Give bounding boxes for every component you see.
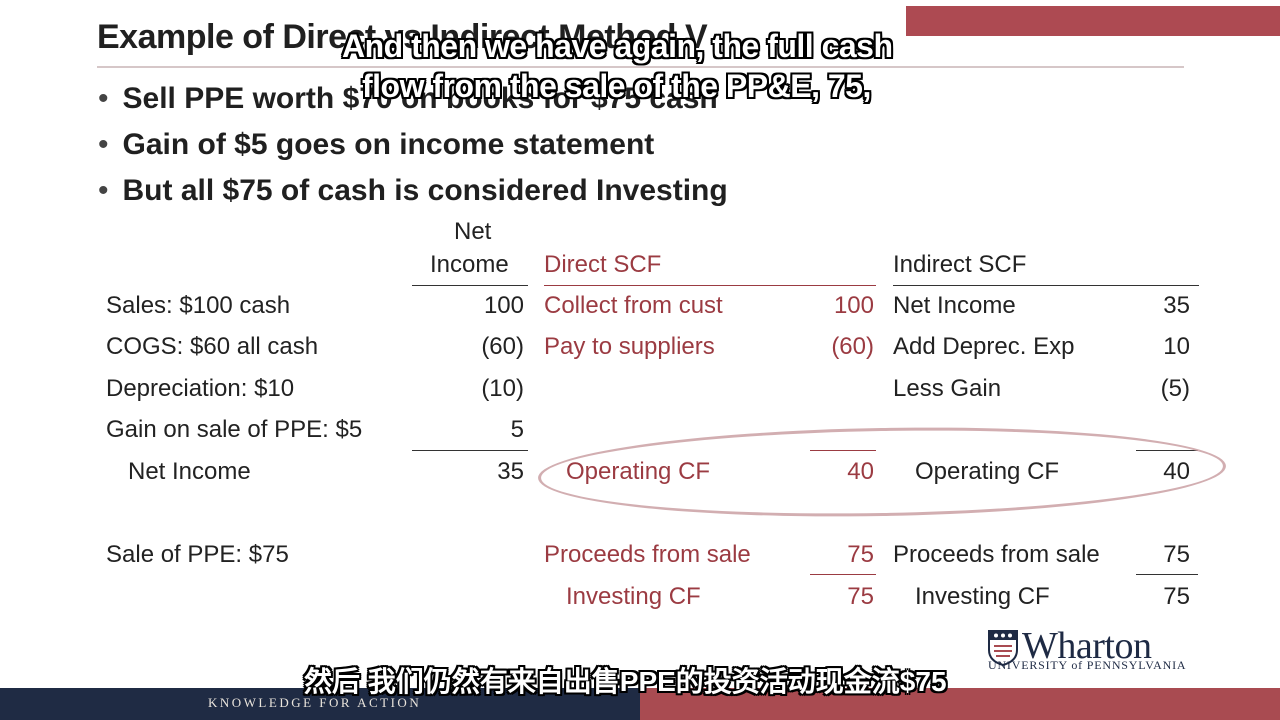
net-income-value: 100 (483, 292, 524, 319)
subtotal-rule-net-income (412, 450, 528, 451)
header-income: Income (430, 251, 509, 278)
title-divider (97, 66, 1184, 68)
subtitle-chinese: 然后 我们仍然有来自出售PPE的投资活动现金流$75 (304, 666, 947, 697)
direct-operating-cf-value: 40 (847, 458, 874, 485)
operating-cf-highlight-oval (537, 422, 1227, 522)
direct-value: (60) (831, 333, 874, 360)
header-net: Net (454, 218, 492, 245)
subtotal-rule-indirect-operating (1136, 450, 1198, 451)
row-label: Net Income (128, 458, 251, 485)
header-rule-indirect (893, 285, 1199, 286)
indirect-item: Proceeds from sale (893, 541, 1100, 568)
row-label: Gain on sale of PPE: $5 (106, 416, 363, 443)
logo-wordmark: Wharton (1022, 625, 1152, 667)
penn-shield-icon (988, 630, 1018, 666)
direct-item: Collect from cust (544, 292, 723, 319)
bullet-item: • But all $75 of cash is considered Inves… (98, 174, 728, 207)
indirect-item: Less Gain (893, 375, 1002, 402)
slide-title: Example of Direct vs Indirect Method V (97, 18, 708, 56)
header-accent-bar (906, 6, 1280, 36)
indirect-value: (5) (1160, 375, 1190, 402)
net-income-value: (10) (481, 375, 524, 402)
subtotal-rule-direct-investing (810, 574, 876, 575)
bullet-item: • Sell PPE worth $70 on books for $75 cas… (98, 82, 718, 115)
row-label: Depreciation: $10 (106, 375, 295, 402)
header-direct-scf: Direct SCF (544, 251, 662, 278)
row-label: Sales: $100 cash (106, 292, 291, 319)
net-income-total: 35 (497, 458, 524, 485)
net-income-value: 5 (510, 416, 524, 443)
direct-value: 75 (847, 541, 874, 568)
wharton-logo: Wharton UNIVERSITY of PENNSYLVANIA (988, 625, 1192, 672)
bullet-item: • Gain of $5 goes on income statement (98, 128, 655, 161)
indirect-operating-cf-label: Operating CF (915, 458, 1060, 485)
direct-value: 100 (833, 292, 874, 319)
row-label: COGS: $60 all cash (106, 333, 319, 360)
subtitle-english-line1: And then we have again, the full cash (342, 28, 893, 64)
direct-operating-cf-label: Operating CF (566, 458, 711, 485)
direct-investing-cf-value: 75 (847, 583, 874, 610)
direct-item: Pay to suppliers (544, 333, 715, 360)
subtotal-rule-indirect-investing (1136, 574, 1198, 575)
bullet-text: Sell PPE worth $70 on books for $75 cash (122, 82, 718, 115)
header-rule-direct (544, 285, 876, 286)
header-rule-net-income (412, 285, 528, 286)
row-label: Sale of PPE: $75 (106, 541, 289, 568)
header-indirect-scf: Indirect SCF (893, 251, 1027, 278)
footer-tagline: KNOWLEDGE FOR ACTION (208, 695, 422, 710)
bullet-text: Gain of $5 goes on income statement (122, 128, 655, 161)
indirect-value: 35 (1163, 292, 1190, 319)
indirect-operating-cf-value: 40 (1163, 458, 1190, 485)
indirect-investing-cf-label: Investing CF (915, 583, 1050, 610)
direct-item: Proceeds from sale (544, 541, 751, 568)
indirect-item: Add Deprec. Exp (893, 333, 1075, 360)
logo-subtitle: UNIVERSITY of PENNSYLVANIA (988, 658, 1187, 672)
indirect-value: 75 (1163, 541, 1190, 568)
indirect-investing-cf-value: 75 (1163, 583, 1190, 610)
bullet-text: But all $75 of cash is considered Invest… (122, 174, 728, 207)
subtotal-rule-direct-operating (810, 450, 876, 451)
indirect-item: Net Income (893, 292, 1016, 319)
net-income-value: (60) (481, 333, 524, 360)
footer-bar-navy (0, 688, 640, 720)
direct-investing-cf-label: Investing CF (566, 583, 701, 610)
indirect-value: 10 (1163, 333, 1190, 360)
subtitle-english-line2: flow from the sale of the PP&E, 75, (362, 68, 871, 104)
footer-bar-maroon (640, 688, 1280, 720)
